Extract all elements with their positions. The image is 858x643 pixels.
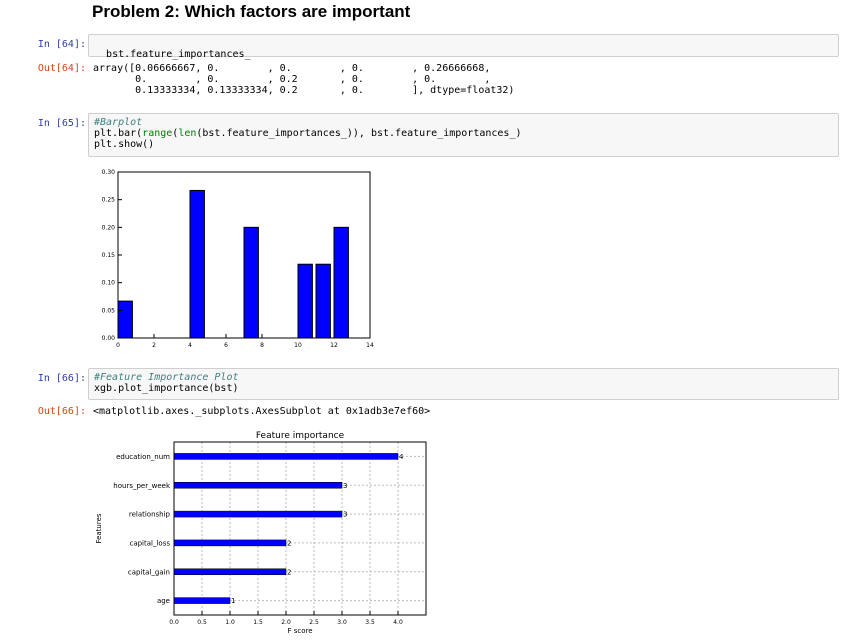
input-prompt: In [66]: xyxy=(37,373,86,384)
section-heading: Problem 2: Which factors are important xyxy=(92,2,411,21)
bar xyxy=(333,226,349,339)
y-tick-label: 0.25 xyxy=(102,197,116,204)
output-prompt: Out[64]: xyxy=(37,63,86,74)
bar xyxy=(173,539,287,547)
bar xyxy=(243,226,259,339)
x-tick-label: 3.0 xyxy=(337,619,347,626)
value-label: 3 xyxy=(343,482,347,490)
chart-title: Feature importance xyxy=(256,431,345,441)
x-tick-label: 0 xyxy=(116,342,120,349)
bar xyxy=(315,263,331,339)
x-tick-label: 1.5 xyxy=(253,619,263,626)
y-axis-label: Features xyxy=(95,513,103,543)
code-cell-input[interactable]: bst.feature_importances_ xyxy=(88,34,839,60)
y-tick-label: 0.10 xyxy=(102,280,116,287)
bar xyxy=(297,263,313,339)
x-tick-label: 4 xyxy=(188,342,192,349)
input-prompt: In [65]: xyxy=(37,118,86,129)
output-line: 0. , 0. , 0.2 , 0. , 0. , xyxy=(93,74,491,85)
y-tick-label: hours_per_week xyxy=(113,482,171,490)
bar xyxy=(173,453,399,460)
output-prompt: Out[66]: xyxy=(37,406,86,417)
y-tick-label: age xyxy=(157,597,170,605)
x-tick-label: 0.5 xyxy=(197,619,207,626)
code-line: plt.show() xyxy=(94,139,155,150)
bar-chart: 0.00 0.05 0.10 0.15 0.20 0.25 0.30 0 2 4 6 8 10 12 14 xyxy=(102,169,374,349)
x-tick-label: 4.0 xyxy=(393,619,403,626)
x-tick-label: 3.5 xyxy=(365,619,375,626)
value-label: 3 xyxy=(343,511,347,519)
code-comment: #Feature Importance Plot xyxy=(94,372,239,383)
y-tick-label: education_num xyxy=(116,453,170,461)
plot-frame xyxy=(173,441,427,616)
value-label: 4 xyxy=(399,453,404,461)
bar xyxy=(173,597,231,604)
code-cell-input[interactable]: #Barplot plt.bar(range(len(bst.feature_im… xyxy=(88,113,839,157)
x-tick-label: 8 xyxy=(260,342,264,349)
bar xyxy=(189,189,205,339)
feature-importance-chart: Feature importance age 1 capital_gain 2 capit… xyxy=(95,431,427,635)
bar xyxy=(173,568,287,575)
output-line: array([0.06666667, 0. , 0. , 0. , 0.2666… xyxy=(93,63,491,74)
output-line: 0.13333334, 0.13333334, 0.2 , 0. ], dtyp… xyxy=(93,85,515,96)
x-tick-label: 1.0 xyxy=(225,619,235,626)
code-comment: #Barplot xyxy=(94,117,143,128)
y-tick-label: capital_gain xyxy=(128,568,170,576)
value-label: 1 xyxy=(231,597,235,605)
x-tick-label: 2 xyxy=(152,342,156,349)
y-tick-label: 0.05 xyxy=(102,307,116,314)
code-line: bst.feature_importances_ xyxy=(106,49,251,60)
x-axis-label: F score xyxy=(287,627,312,635)
code-cell-input[interactable]: #Feature Importance Plot xgb.plot_importa… xyxy=(88,368,839,400)
input-prompt: In [64]: xyxy=(37,39,86,50)
cell-output: <matplotlib.axes._subplots.AxesSubplot a… xyxy=(93,406,431,417)
y-tick-label: relationship xyxy=(129,511,171,519)
y-tick-label: 0.30 xyxy=(102,169,116,176)
y-tick-label: 0.15 xyxy=(102,252,116,259)
x-tick-label: 12 xyxy=(330,342,338,349)
x-tick-label: 2.0 xyxy=(281,619,291,626)
bar xyxy=(117,300,133,339)
value-label: 2 xyxy=(287,539,291,547)
code-line: xgb.plot_importance(bst) xyxy=(94,383,239,394)
value-label: 2 xyxy=(287,568,291,576)
x-tick-label: 0.0 xyxy=(169,619,179,626)
y-tick-label: capital_loss xyxy=(129,539,170,547)
bar xyxy=(173,482,343,489)
y-tick-label: 0.20 xyxy=(102,224,116,231)
x-tick-label: 10 xyxy=(294,342,302,349)
y-tick-label: 0.00 xyxy=(102,335,116,342)
x-tick-label: 6 xyxy=(224,342,228,349)
cell-output: array([0.06666667, 0. , 0. , 0. , 0.2666… xyxy=(93,63,514,96)
code-line: plt.bar(range(len(bst.feature_importance… xyxy=(94,128,522,139)
x-tick-label: 14 xyxy=(366,342,374,349)
bar xyxy=(173,510,343,518)
x-tick-label: 2.5 xyxy=(309,619,319,626)
